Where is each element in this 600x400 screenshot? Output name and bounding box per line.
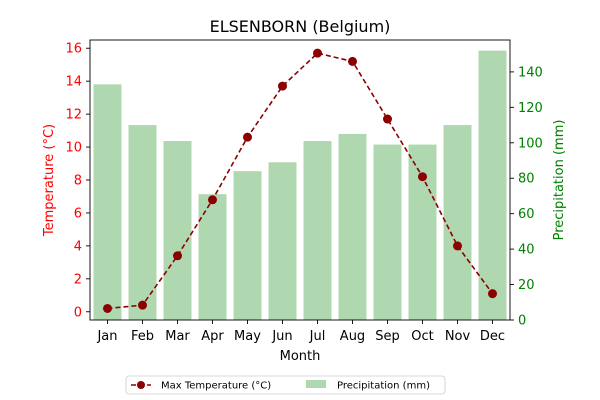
- y-left-tick-label-4: 4: [74, 239, 82, 254]
- legend-label-temperature: Max Temperature (°C): [161, 381, 271, 392]
- y-right-tick-label-140: 140: [518, 65, 543, 80]
- precipitation-bar-may: [233, 171, 262, 320]
- precipitation-bar-nov: [443, 125, 472, 320]
- axes: Jan Feb Mar Apr May Jun Jul Aug Sep Oct Nov Dec 0 2 4 6…: [65, 39, 543, 344]
- x-tick-label-jan: Jan: [96, 329, 117, 344]
- legend: Max Temperature (°C) Precipitation (mm): [125, 375, 446, 395]
- x-tick-label-nov: Nov: [445, 329, 471, 344]
- y-right-tick-label-0: 0: [518, 314, 526, 329]
- x-tick-label-mar: Mar: [165, 329, 190, 344]
- chart-title: ELSENBORN (Belgium): [210, 17, 391, 36]
- precipitation-bar-dec: [478, 50, 507, 321]
- legend-line-marker: [137, 381, 145, 389]
- temperature-point-oct: [418, 172, 427, 182]
- temperature-point-may: [243, 132, 252, 142]
- y-left-tick-label-14: 14: [65, 75, 82, 90]
- y-right-tick-label-20: 20: [518, 278, 535, 293]
- temperature-point-nov: [453, 241, 462, 251]
- x-tick-label-aug: Aug: [340, 329, 365, 344]
- precipitation-bar-feb: [128, 125, 157, 320]
- temperature-point-sep: [383, 114, 392, 124]
- precipitation-bar-aug: [338, 133, 367, 320]
- y-left-tick-label-10: 10: [65, 141, 82, 156]
- y-left-tick-label-0: 0: [74, 305, 82, 320]
- x-tick-label-may: May: [234, 329, 261, 344]
- precipitation-bar-sep: [373, 144, 402, 320]
- x-tick-label-sep: Sep: [375, 329, 400, 344]
- y-left-tick-label-2: 2: [74, 272, 82, 287]
- temperature-point-jan: [103, 303, 112, 313]
- y-right-tick-label-40: 40: [518, 243, 535, 258]
- precipitation-bar-apr: [198, 194, 227, 320]
- precipitation-bar-jan: [93, 84, 122, 320]
- temperature-point-dec: [488, 289, 497, 299]
- x-axis-label: Month: [280, 349, 321, 364]
- x-tick-label-dec: Dec: [480, 329, 505, 344]
- y-left-tick-label-12: 12: [65, 108, 82, 123]
- precipitation-bar-jul: [303, 141, 332, 320]
- y-right-tick-label-80: 80: [518, 172, 535, 187]
- y-left-tick-label-8: 8: [74, 174, 82, 189]
- legend-frame: [125, 375, 446, 395]
- y-left-tick-label-6: 6: [74, 206, 82, 221]
- temperature-point-aug: [348, 56, 357, 66]
- temperature-point-jul: [313, 48, 322, 58]
- x-tick-label-oct: Oct: [411, 329, 433, 344]
- legend-label-precipitation: Precipitation (mm): [337, 381, 430, 392]
- precipitation-bars: [93, 50, 507, 321]
- x-tick-label-feb: Feb: [131, 329, 154, 344]
- x-tick-label-apr: Apr: [201, 329, 224, 344]
- y-right-tick-label-120: 120: [518, 101, 543, 116]
- y-axis-right-label: Precipitation (mm): [552, 120, 567, 241]
- temperature-point-feb: [138, 300, 147, 310]
- precipitation-bar-mar: [163, 141, 192, 320]
- precipitation-bar-oct: [408, 144, 437, 320]
- y-left-tick-label-16: 16: [65, 42, 82, 57]
- y-right-tick-label-100: 100: [518, 136, 543, 151]
- legend-bar-swatch: [306, 380, 326, 388]
- y-axis-left-label: Temperature (°C): [42, 124, 57, 237]
- temperature-point-mar: [173, 251, 182, 261]
- precipitation-bar-jun: [268, 162, 297, 320]
- temperature-line: [103, 48, 497, 313]
- y-right-tick-label-60: 60: [518, 207, 535, 222]
- x-tick-label-jun: Jun: [271, 329, 292, 344]
- x-tick-label-jul: Jul: [309, 329, 326, 344]
- temperature-point-jun: [278, 81, 287, 91]
- temperature-point-apr: [208, 195, 217, 205]
